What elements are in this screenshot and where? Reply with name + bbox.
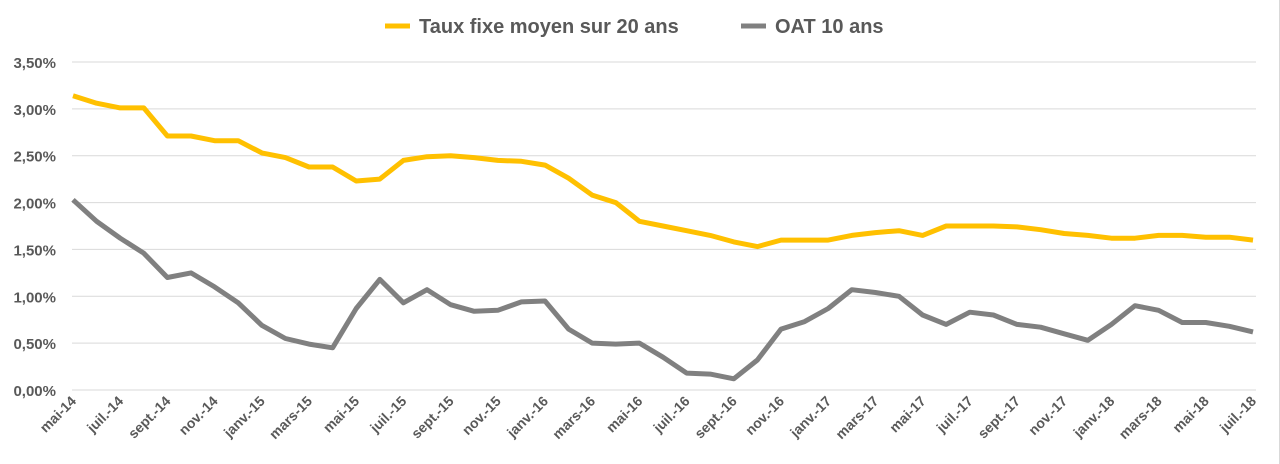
x-tick-label: mars-18 — [1115, 393, 1164, 442]
x-tick-label: juil.-18 — [1216, 393, 1260, 437]
x-tick-label: nov.-14 — [175, 393, 220, 438]
legend: Taux fixe moyen sur 20 ans OAT 10 ans — [385, 16, 884, 38]
y-axis: 0,00% 0,50% 1,00% 1,50% 2,00% 2,50% 3,00% 3,50% — [13, 55, 56, 400]
x-tick-label: sept.-14 — [125, 393, 174, 442]
gridlines — [72, 61, 1256, 391]
x-tick-label: juil.-16 — [649, 393, 693, 437]
x-tick-label: janv.-17 — [786, 393, 834, 441]
x-tick-label: nov.-17 — [1025, 393, 1070, 438]
x-tick-label: janv.-15 — [220, 393, 268, 441]
x-tick-label: nov.-15 — [459, 393, 504, 438]
x-tick-label: mai-16 — [603, 393, 646, 436]
x-tick-label: mars-16 — [549, 393, 598, 442]
legend-label-taux-fixe: Taux fixe moyen sur 20 ans — [419, 16, 679, 38]
y-tick-label: 1,50% — [13, 242, 56, 259]
x-tick-label: juil.-14 — [83, 393, 127, 437]
y-tick-label: 3,00% — [13, 102, 56, 119]
y-tick-label: 0,50% — [13, 336, 56, 353]
x-tick-label: mai-18 — [1169, 393, 1212, 436]
legend-label-oat: OAT 10 ans — [775, 16, 884, 38]
x-tick-label: sept.-17 — [974, 393, 1023, 442]
y-tick-label: 2,50% — [13, 149, 56, 166]
x-tick-label: mai-17 — [886, 393, 929, 436]
x-tick-label: sept.-15 — [408, 393, 457, 442]
y-tick-label: 0,00% — [13, 383, 56, 400]
y-tick-label: 3,50% — [13, 55, 56, 72]
series-line-0 — [72, 93, 1254, 250]
x-tick-label: nov.-16 — [742, 393, 787, 438]
x-tick-label: juil.-15 — [366, 393, 410, 437]
x-tick-label: mars-15 — [266, 393, 315, 442]
series-lines — [71, 93, 1254, 382]
y-tick-label: 2,00% — [13, 196, 56, 213]
x-tick-label: janv.-18 — [1069, 393, 1117, 441]
x-tick-label: janv.-16 — [503, 393, 551, 441]
x-tick-label: mars-17 — [832, 393, 881, 442]
y-tick-label: 1,00% — [13, 289, 56, 306]
x-tick-label: mai-15 — [320, 393, 363, 436]
x-tick-label: sept.-16 — [691, 393, 740, 442]
x-tick-label: juil.-17 — [933, 393, 977, 437]
